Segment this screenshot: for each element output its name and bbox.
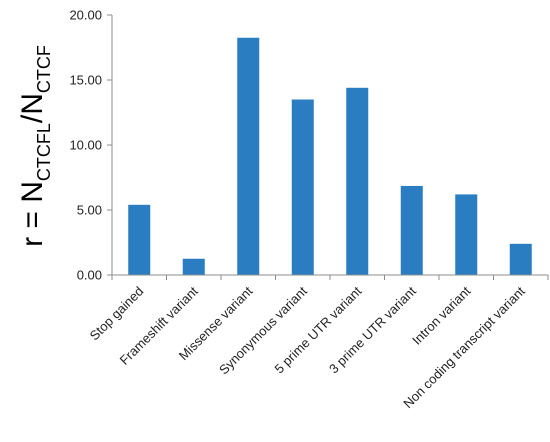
y-axis-label: r = NCTCFL/NCTCF — [16, 45, 54, 247]
y-axis-label-prefix: r = N — [16, 181, 49, 247]
y-tick-label: 5.00 — [77, 203, 102, 218]
bar — [509, 243, 532, 275]
y-tick-label: 20.00 — [69, 8, 102, 23]
bar — [128, 204, 151, 275]
bar — [291, 99, 314, 275]
y-axis-label-group: r = NCTCFL/NCTCF — [16, 45, 54, 247]
y-tick-label: 10.00 — [69, 138, 102, 153]
x-tick-label: Stop gained — [87, 284, 147, 344]
y-axis-label-sub1: CTCFL — [34, 123, 54, 181]
bar — [182, 258, 205, 275]
y-axis: 0.00 5.00 10.00 15.00 20.00 — [69, 8, 113, 283]
bar — [455, 194, 478, 275]
bars-group — [128, 37, 532, 275]
y-tick-label: 0.00 — [77, 268, 102, 283]
y-axis-label-mid: /N — [16, 93, 49, 123]
y-axis-label-sub2: CTCF — [34, 45, 54, 93]
bar — [400, 185, 423, 275]
bar — [346, 87, 369, 275]
bar — [237, 37, 260, 275]
y-tick-label: 15.00 — [69, 73, 102, 88]
